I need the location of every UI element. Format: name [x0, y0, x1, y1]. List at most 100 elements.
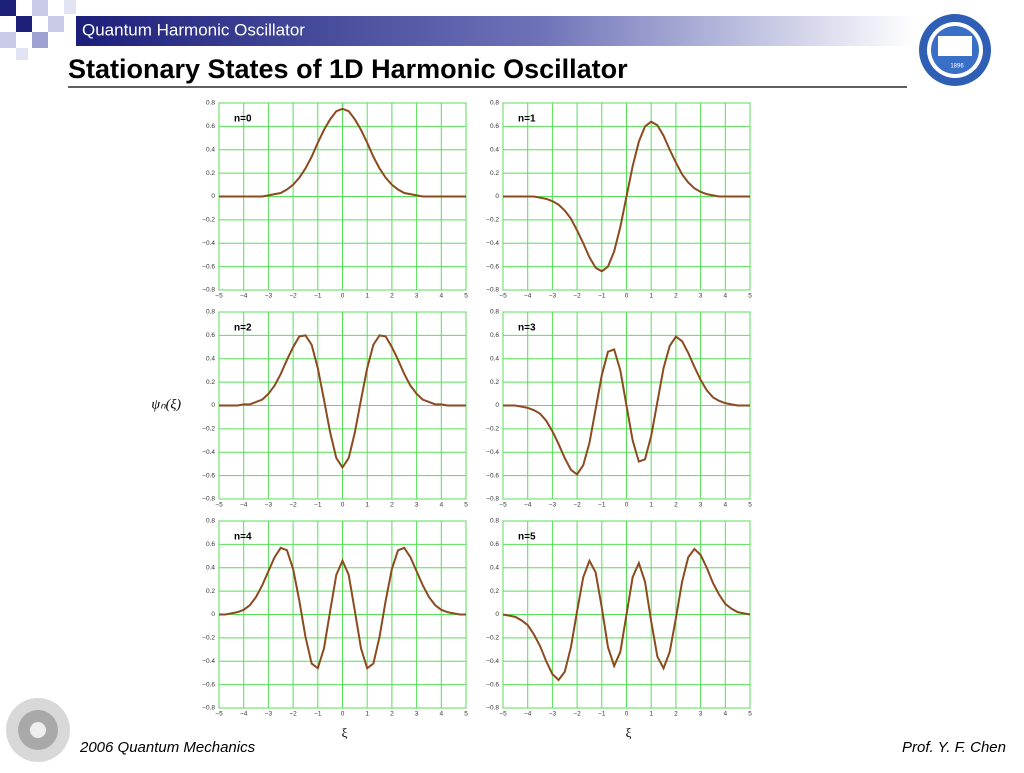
y-tick-label: 0.8	[490, 100, 499, 107]
x-tick-label: 5	[748, 293, 752, 300]
gear-icon	[6, 698, 70, 762]
x-tick-label: −3	[549, 711, 557, 718]
y-tick-label: 0.8	[206, 309, 215, 316]
y-tick-label: 0.2	[490, 170, 499, 177]
x-tick-label: 0	[625, 502, 629, 509]
x-tick-label: 5	[748, 502, 752, 509]
y-tick-label: −0.6	[202, 472, 215, 479]
x-tick-label: −2	[573, 711, 581, 718]
y-tick-label: 0.6	[206, 541, 215, 548]
x-tick-label: −3	[265, 293, 273, 300]
x-tick-label: 3	[415, 293, 419, 300]
x-tick-label: −1	[598, 293, 606, 300]
y-tick-label: 0	[495, 402, 499, 409]
y-tick-label: −0.4	[486, 449, 499, 456]
y-tick-label: 0.2	[490, 379, 499, 386]
x-tick-label: −5	[499, 711, 507, 718]
y-tick-label: 0.4	[206, 564, 215, 571]
x-tick-label: −4	[524, 502, 532, 509]
x-tick-label: −5	[215, 502, 223, 509]
state-label: n=0	[234, 114, 252, 125]
y-tick-label: 0.4	[206, 146, 215, 153]
x-tick-label: −1	[598, 711, 606, 718]
y-tick-label: 0.2	[206, 170, 215, 177]
x-tick-label: −3	[265, 711, 273, 718]
x-tick-label: 2	[390, 711, 394, 718]
y-tick-label: −0.2	[202, 635, 215, 642]
y-tick-label: 0	[211, 611, 215, 618]
state-label: n=4	[234, 532, 252, 543]
x-tick-label: 0	[625, 293, 629, 300]
wavefunction-curve	[219, 334, 466, 470]
y-tick-label: −0.2	[202, 217, 215, 224]
x-tick-label: −2	[573, 502, 581, 509]
y-tick-label: −0.8	[202, 705, 215, 712]
x-tick-label: 4	[723, 293, 727, 300]
wavefunction-curve	[219, 546, 466, 670]
logo-text: 1896	[950, 64, 964, 70]
x-tick-label: −5	[215, 711, 223, 718]
x-tick-label: 0	[625, 711, 629, 718]
x-tick-label: −5	[499, 293, 507, 300]
x-tick-label: 5	[464, 711, 468, 718]
x-tick-label: 5	[748, 711, 752, 718]
x-tick-label: −1	[314, 711, 322, 718]
x-tick-label: 3	[699, 711, 703, 718]
x-tick-label: 2	[674, 502, 678, 509]
x-tick-label: 4	[723, 502, 727, 509]
x-axis-label: ξ	[626, 725, 632, 740]
y-tick-label: −0.2	[486, 635, 499, 642]
y-axis-label: ψₙ(ξ)	[151, 398, 181, 413]
y-tick-label: 0.6	[206, 123, 215, 130]
university-logo: 1896	[919, 14, 991, 86]
y-tick-label: 0.8	[206, 100, 215, 107]
x-tick-label: −5	[215, 293, 223, 300]
state-label: n=3	[518, 323, 536, 334]
section-title: Quantum Harmonic Oscillator	[82, 20, 305, 39]
x-tick-label: 1	[649, 502, 653, 509]
x-tick-label: 1	[365, 293, 369, 300]
y-tick-label: −0.4	[202, 240, 215, 247]
y-tick-label: −0.6	[486, 263, 499, 270]
y-tick-label: −0.6	[486, 681, 499, 688]
y-tick-label: −0.4	[202, 658, 215, 665]
x-tick-label: −1	[598, 502, 606, 509]
x-tick-label: 1	[649, 711, 653, 718]
y-tick-label: −0.6	[202, 681, 215, 688]
y-tick-label: −0.2	[486, 426, 499, 433]
wavefunction-curve	[503, 120, 750, 273]
x-tick-label: −1	[314, 502, 322, 509]
y-tick-label: 0.8	[490, 309, 499, 316]
footer-left: 2006 Quantum Mechanics	[79, 739, 256, 756]
y-tick-label: 0.6	[206, 332, 215, 339]
wavefunction-curve	[219, 107, 466, 198]
x-tick-label: 0	[341, 502, 345, 509]
x-tick-label: −4	[524, 711, 532, 718]
x-tick-label: −1	[314, 293, 322, 300]
x-tick-label: 0	[341, 293, 345, 300]
x-tick-label: −3	[549, 502, 557, 509]
y-tick-label: 0.8	[490, 518, 499, 525]
y-tick-label: −0.8	[202, 496, 215, 503]
y-tick-label: 0.6	[490, 332, 499, 339]
x-tick-label: 2	[674, 293, 678, 300]
x-tick-label: −4	[240, 293, 248, 300]
y-tick-label: −0.4	[486, 240, 499, 247]
y-tick-label: −0.8	[486, 705, 499, 712]
x-tick-label: −2	[289, 711, 297, 718]
x-tick-label: −2	[289, 293, 297, 300]
x-tick-label: −4	[240, 502, 248, 509]
y-tick-label: 0.2	[206, 379, 215, 386]
x-tick-label: 1	[365, 502, 369, 509]
x-tick-label: 5	[464, 502, 468, 509]
y-tick-label: −0.6	[486, 472, 499, 479]
x-tick-label: −3	[265, 502, 273, 509]
y-tick-label: 0.6	[490, 123, 499, 130]
y-tick-label: 0.4	[490, 146, 499, 153]
y-tick-label: 0	[495, 611, 499, 618]
slide-title: Stationary States of 1D Harmonic Oscilla…	[68, 54, 628, 84]
y-tick-label: −0.8	[486, 287, 499, 294]
y-tick-label: −0.4	[486, 658, 499, 665]
